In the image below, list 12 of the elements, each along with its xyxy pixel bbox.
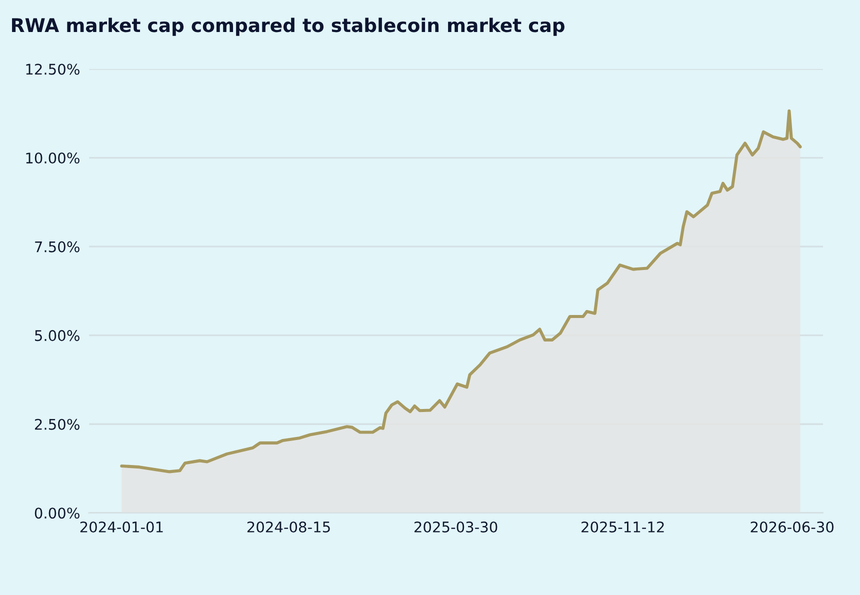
y-tick-label: 7.50% bbox=[35, 241, 80, 252]
x-tick-label: 2026-06-30 bbox=[750, 521, 834, 533]
y-tick-label: 10.00% bbox=[26, 152, 80, 164]
y-tick-label: 5.00% bbox=[35, 330, 80, 342]
y-tick-label: 12.50% bbox=[26, 64, 80, 75]
x-tick-label: 2025-03-30 bbox=[414, 521, 498, 533]
y-tick-label: 0.00% bbox=[34, 508, 80, 519]
x-tick-label: 2025-11-12 bbox=[582, 521, 664, 533]
chart-title: RWA market cap compared to stablecoin market cap bbox=[12, 18, 564, 36]
x-tick-label: 2024-01-01 bbox=[80, 521, 163, 533]
y-tick-label: 2.50% bbox=[34, 418, 80, 430]
x-tick-label: 2024-08-15 bbox=[247, 521, 330, 533]
